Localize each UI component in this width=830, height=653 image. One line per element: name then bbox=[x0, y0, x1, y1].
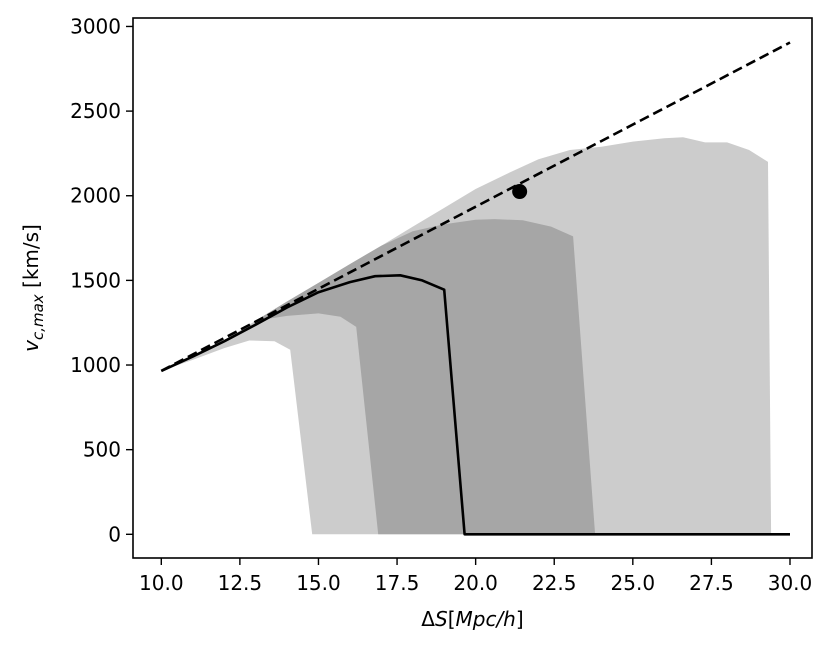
y-tick-label: 1500 bbox=[70, 268, 121, 292]
plot-area bbox=[160, 41, 791, 536]
y-tick-label: 2000 bbox=[70, 184, 121, 208]
x-tick-label: 30.0 bbox=[768, 571, 813, 595]
x-tick-label: 17.5 bbox=[375, 571, 420, 595]
y-tick-label: 2500 bbox=[70, 99, 121, 123]
y-tick-label: 1000 bbox=[70, 353, 121, 377]
axis-ticks: 10.0 12.5 15.0 17.5 20.0 22.5 25.0 27.5 30.0 0 500… bbox=[70, 14, 812, 595]
y-tick-label: 0 bbox=[108, 522, 121, 546]
median-line bbox=[160, 273, 790, 536]
reference-line bbox=[160, 41, 791, 373]
y-tick-label: 500 bbox=[83, 438, 121, 462]
y-axis-label: vc,max [km/s] bbox=[19, 224, 47, 352]
x-tick-label: 25.0 bbox=[611, 571, 656, 595]
x-tick-label: 10.0 bbox=[139, 571, 184, 595]
band-inner-area bbox=[255, 219, 596, 535]
x-tick-label: 22.5 bbox=[532, 571, 577, 595]
x-axis-label: ΔS[Mpc/h] bbox=[421, 607, 523, 631]
x-tick-label: 12.5 bbox=[218, 571, 263, 595]
x-tick-label: 27.5 bbox=[689, 571, 734, 595]
x-tick-label: 15.0 bbox=[296, 571, 341, 595]
data-point bbox=[512, 184, 528, 200]
y-tick-label: 3000 bbox=[70, 14, 121, 38]
axes-frame bbox=[132, 17, 813, 559]
x-tick-label: 20.0 bbox=[453, 571, 498, 595]
